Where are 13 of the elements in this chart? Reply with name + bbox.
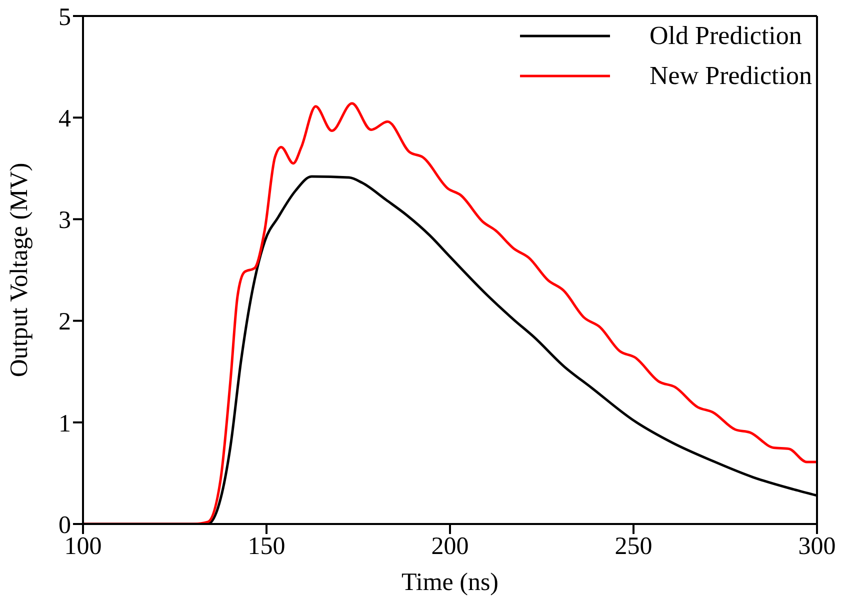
y-tick-label: 1 (58, 410, 71, 438)
legend-label: New Prediction (650, 61, 812, 91)
y-axis-title: Output Voltage (MV) (6, 162, 33, 378)
y-tick-label: 4 (58, 105, 72, 132)
x-tick-label: 150 (248, 532, 286, 560)
x-tick-label: 200 (431, 532, 469, 560)
x-tick-label: 300 (798, 532, 836, 560)
x-axis-title: Time (ns) (401, 569, 499, 596)
y-tick-label: 5 (58, 4, 71, 31)
y-tick-label: 2 (58, 308, 71, 336)
y-tick-label: 3 (58, 207, 71, 234)
x-tick-label: 250 (614, 532, 652, 560)
legend-label: Old Prediction (650, 21, 802, 51)
